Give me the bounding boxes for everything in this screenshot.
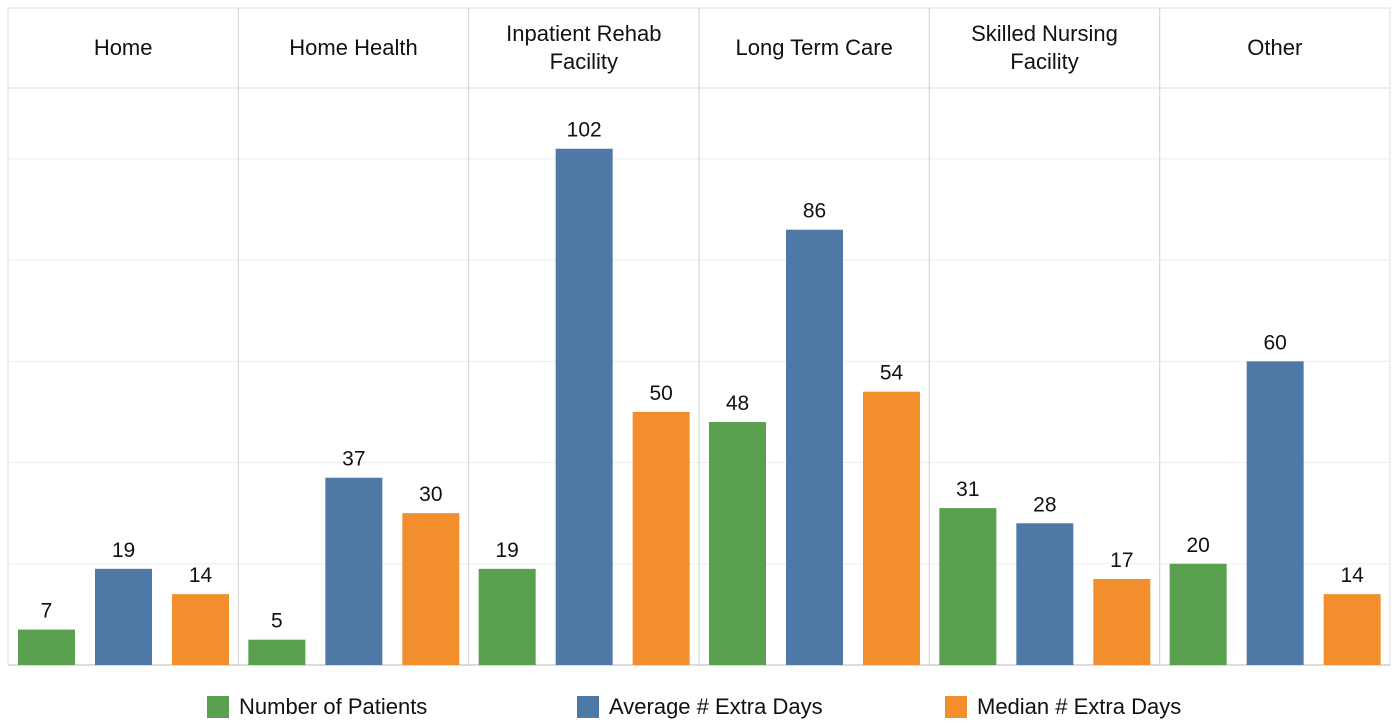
bar <box>939 508 997 665</box>
bar <box>325 477 383 665</box>
legend-swatch <box>945 696 967 718</box>
data-label: 37 <box>342 448 365 471</box>
bar <box>709 422 766 665</box>
bar <box>1246 361 1304 665</box>
legend-swatch <box>577 696 599 718</box>
data-label: 54 <box>880 362 904 385</box>
data-label: 102 <box>567 119 602 142</box>
bar <box>478 568 536 665</box>
legend-label: Average # Extra Days <box>609 694 823 719</box>
data-label: 30 <box>419 483 442 506</box>
bar <box>172 594 229 665</box>
legend-label: Number of Patients <box>239 694 428 719</box>
data-label: 60 <box>1263 331 1286 354</box>
bar <box>1169 563 1227 665</box>
panel-header: Skilled Nursing Facility <box>971 21 1118 74</box>
panel-header: Long Term Care <box>735 35 893 60</box>
data-label: 48 <box>726 392 749 415</box>
data-label: 20 <box>1186 534 1209 557</box>
bar <box>555 148 613 666</box>
legend-item: Average # Extra Days <box>577 694 823 720</box>
data-label: 19 <box>112 539 135 562</box>
legend-item: Number of Patients <box>207 694 427 720</box>
data-label: 86 <box>803 200 826 223</box>
data-label: 17 <box>1110 549 1133 572</box>
legend-swatch <box>207 696 229 718</box>
bar <box>18 629 75 665</box>
bar <box>402 513 460 665</box>
panel-header: Other <box>1247 35 1303 60</box>
data-label: 7 <box>41 600 53 623</box>
bar <box>1323 594 1381 665</box>
data-label: 5 <box>271 610 283 633</box>
data-label: 14 <box>189 564 213 587</box>
bar <box>632 411 690 665</box>
data-label: 50 <box>649 382 672 405</box>
legend-label: Median # Extra Days <box>977 694 1182 719</box>
panel-header: Inpatient Rehab Facility <box>506 21 662 74</box>
data-label: 31 <box>956 478 979 501</box>
data-label: 19 <box>495 539 518 562</box>
data-label: 14 <box>1340 564 1364 587</box>
bar <box>1016 523 1074 665</box>
bar <box>95 568 152 665</box>
data-label: 28 <box>1033 493 1056 516</box>
panel-header: Home Health <box>289 35 418 60</box>
bar <box>248 639 306 665</box>
bar <box>786 229 843 665</box>
panel-header: Home <box>93 35 153 60</box>
bar <box>1093 578 1151 665</box>
bar <box>863 391 920 665</box>
legend-item: Median # Extra Days <box>945 694 1181 720</box>
